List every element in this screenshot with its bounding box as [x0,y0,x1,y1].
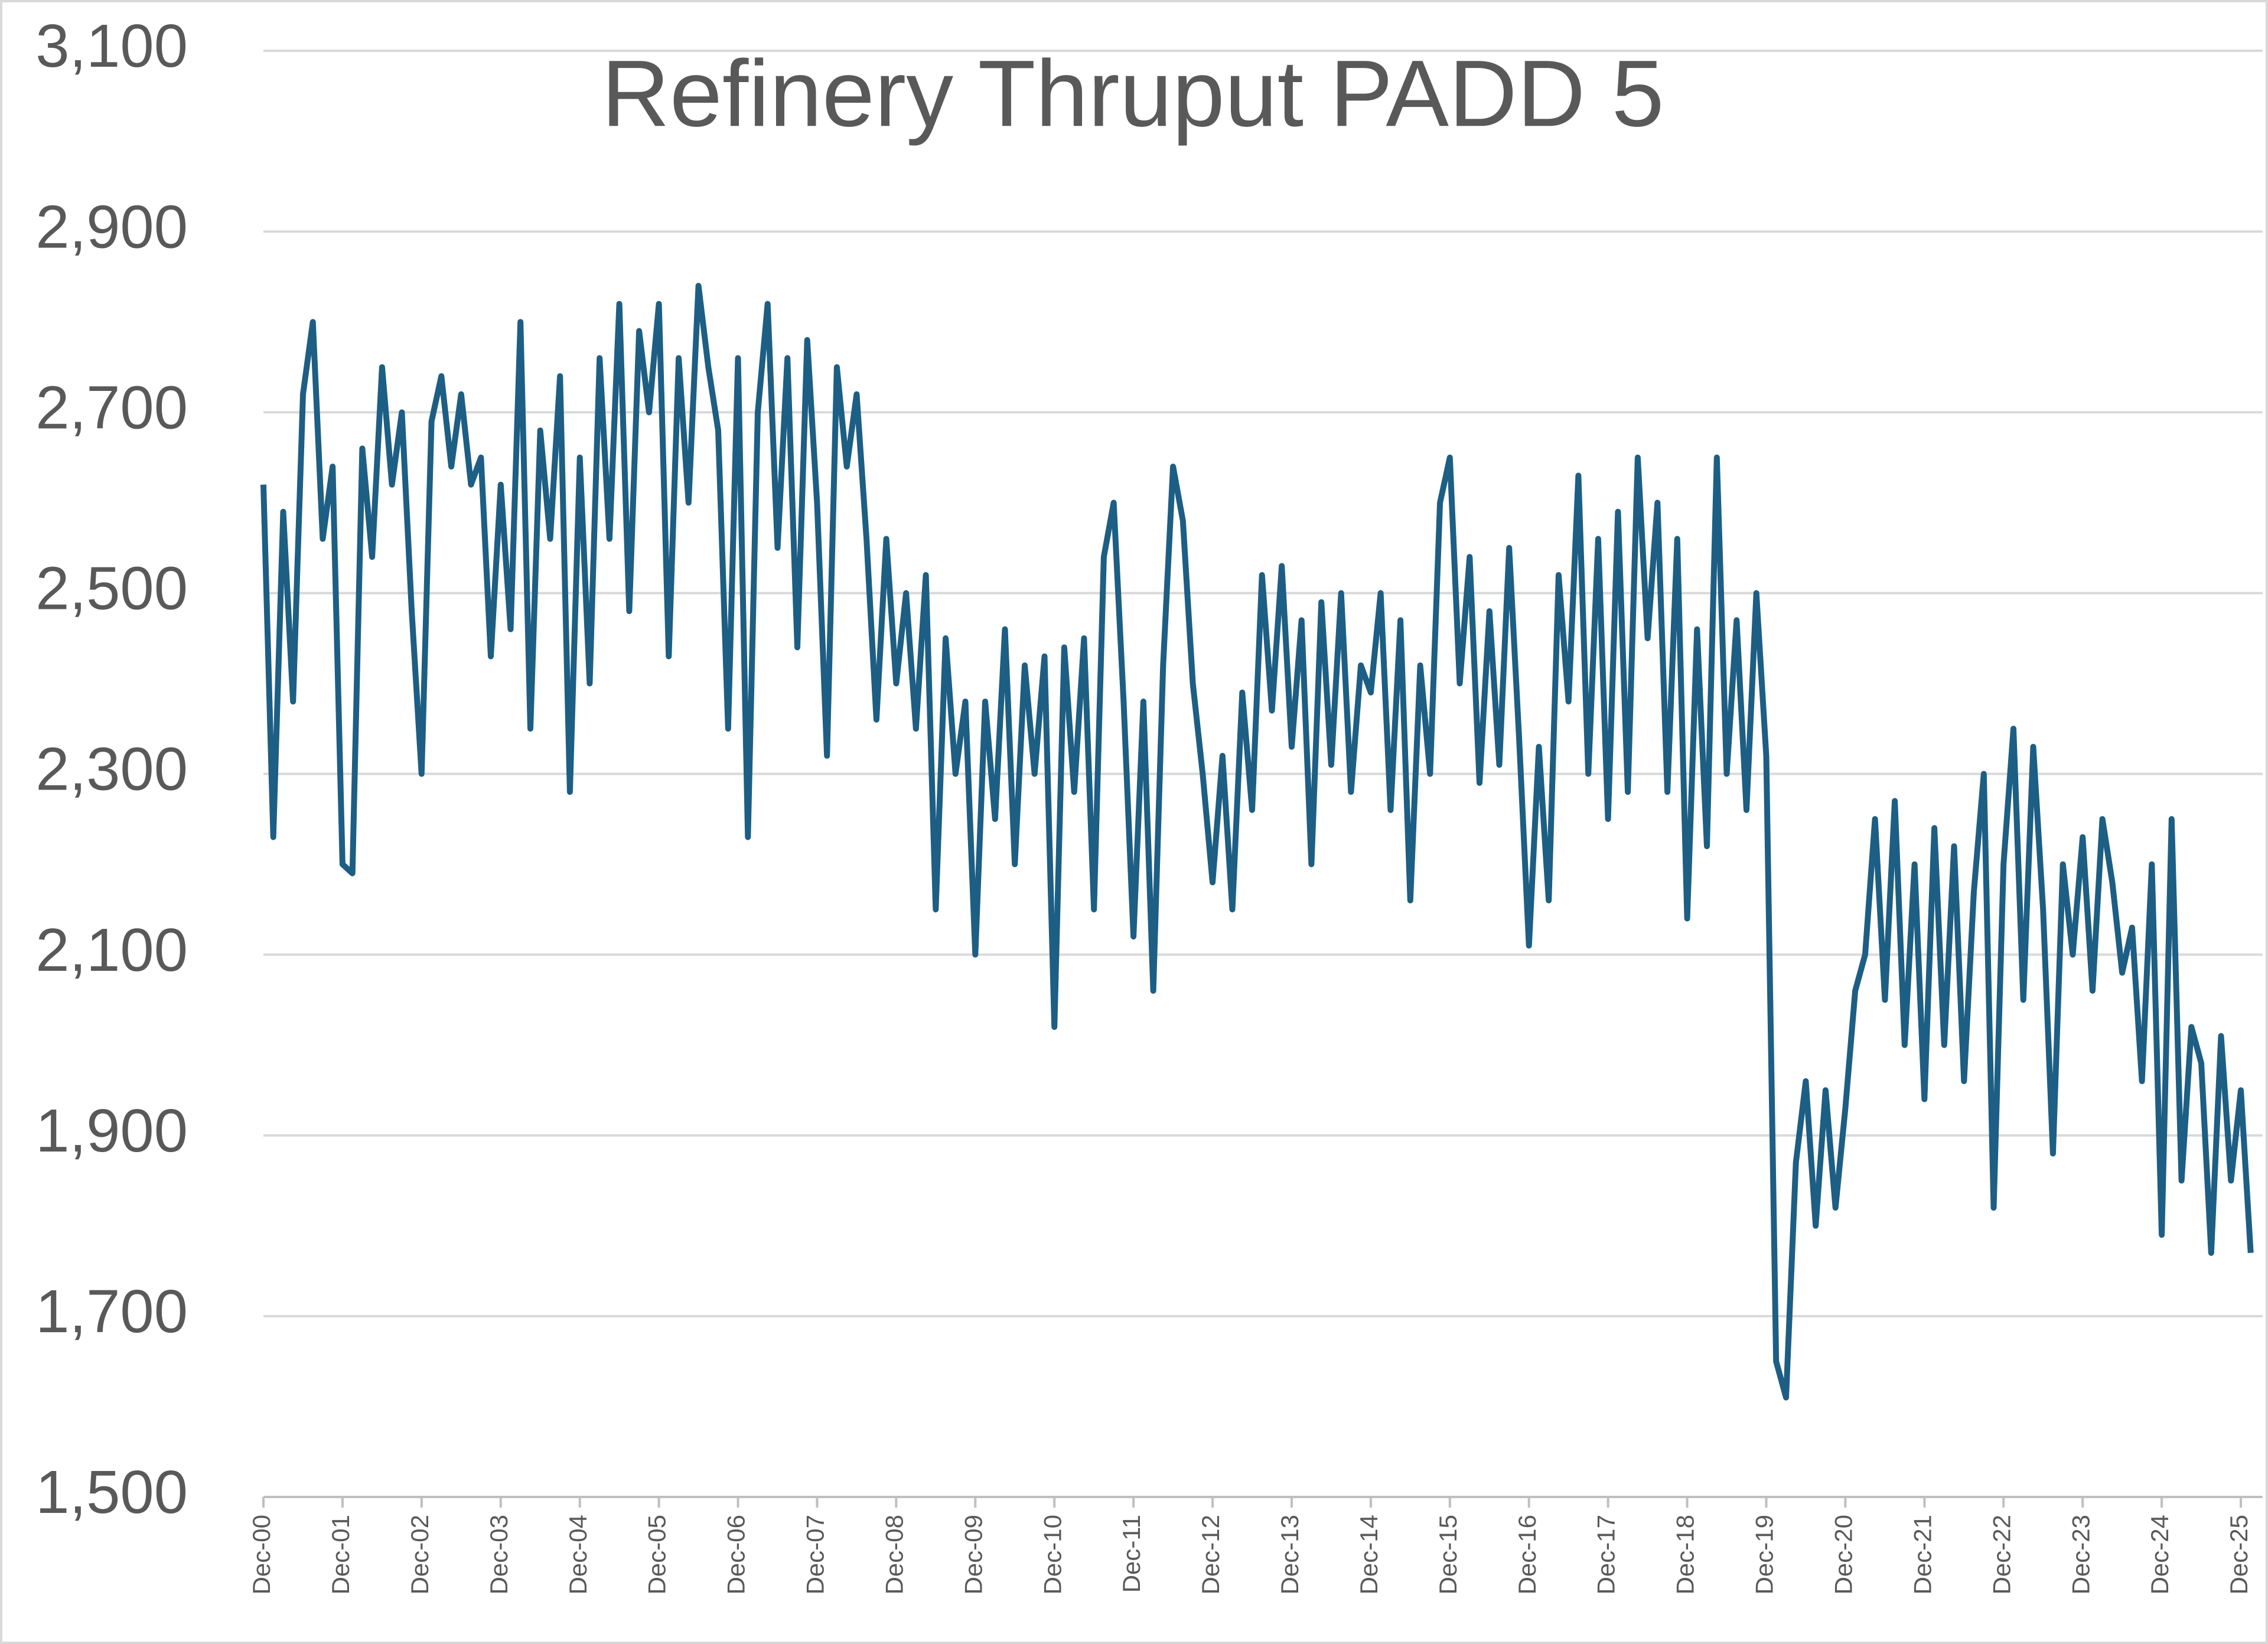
x-tick-label: Dec-15 [1434,1515,1462,1594]
y-tick-label: 2,100 [35,916,188,984]
y-tick-label: 3,100 [35,12,188,80]
x-tick-label: Dec-08 [880,1515,908,1594]
x-tick-label: Dec-14 [1355,1515,1383,1594]
x-tick-label: Dec-13 [1276,1515,1304,1594]
x-tick-label: Dec-18 [1671,1515,1699,1594]
x-tick-label: Dec-10 [1038,1515,1066,1594]
y-tick-label: 2,700 [35,373,188,441]
x-tick-label: Dec-16 [1513,1515,1541,1594]
x-tick-label: Dec-20 [1829,1515,1857,1594]
x-tick-label: Dec-22 [1987,1515,2015,1594]
y-tick-label: 1,700 [35,1277,188,1345]
x-tick-label: Dec-12 [1197,1515,1224,1594]
x-tick-label: Dec-19 [1751,1515,1778,1594]
x-tick-label: Dec-17 [1592,1515,1620,1594]
x-tick-label: Dec-09 [959,1515,987,1594]
y-tick-label: 2,900 [35,193,188,260]
x-tick-label: Dec-11 [1117,1515,1145,1593]
x-tick-label: Dec-23 [2067,1515,2094,1594]
y-tick-label: 1,500 [35,1458,188,1526]
x-tick-label: Dec-00 [247,1515,275,1594]
x-tick-label: Dec-21 [1908,1515,1936,1594]
x-tick-label: Dec-04 [564,1515,592,1594]
x-tick-label: Dec-06 [722,1515,750,1594]
x-tick-label: Dec-03 [485,1515,513,1594]
chart-title: Refinery Thruput PADD 5 [601,40,1664,146]
x-tick-label: Dec-01 [327,1515,354,1594]
y-tick-label: 2,500 [35,554,188,622]
x-tick-label: Dec-24 [2146,1515,2174,1594]
y-tick-label: 1,900 [35,1097,188,1164]
x-tick-label: Dec-02 [406,1515,434,1594]
data-line [260,283,2254,1401]
x-tick-label: Dec-05 [643,1515,671,1594]
x-tick-label: Dec-25 [2225,1515,2253,1594]
x-tick-label: Dec-07 [801,1515,829,1594]
y-tick-label: 2,300 [35,735,188,803]
